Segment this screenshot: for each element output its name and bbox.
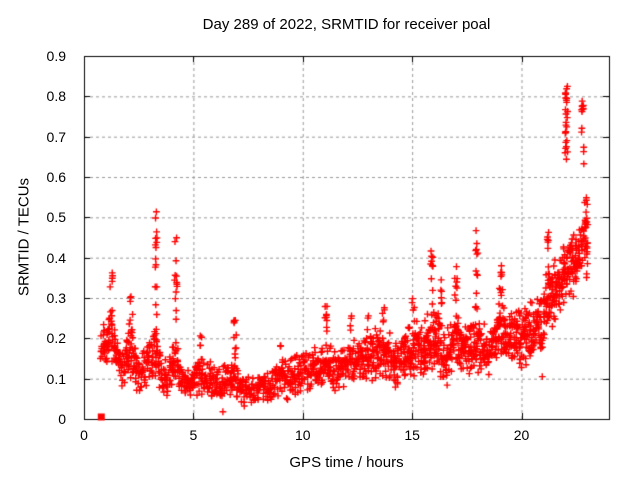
y-tick-label: 0.1 xyxy=(46,370,66,387)
x-tick-label: 15 xyxy=(404,427,420,443)
y-tick-label: 0 xyxy=(58,411,66,427)
y-tick-label: 0.8 xyxy=(46,88,66,105)
y-tick-label: 0.7 xyxy=(46,128,66,145)
y-tick-label: 0.4 xyxy=(46,249,66,266)
y-tick-label: 0.9 xyxy=(46,48,66,64)
y-tick-label: 0.6 xyxy=(46,169,66,185)
y-axis-label: SRMTID / TECUs xyxy=(15,177,33,297)
y-tick-label: 0.3 xyxy=(46,290,66,306)
x-axis-label: GPS time / hours xyxy=(289,454,404,471)
y-tick-label: 0.2 xyxy=(46,330,66,347)
x-tick-label: 10 xyxy=(294,427,311,443)
x-tick-label: 20 xyxy=(513,427,530,443)
x-tick-label: 5 xyxy=(189,427,198,443)
x-tick-label: 0 xyxy=(80,427,88,443)
chart-title: Day 289 of 2022, SRMTID for receiver poa… xyxy=(202,16,491,33)
y-tick-label: 0.5 xyxy=(46,209,66,226)
